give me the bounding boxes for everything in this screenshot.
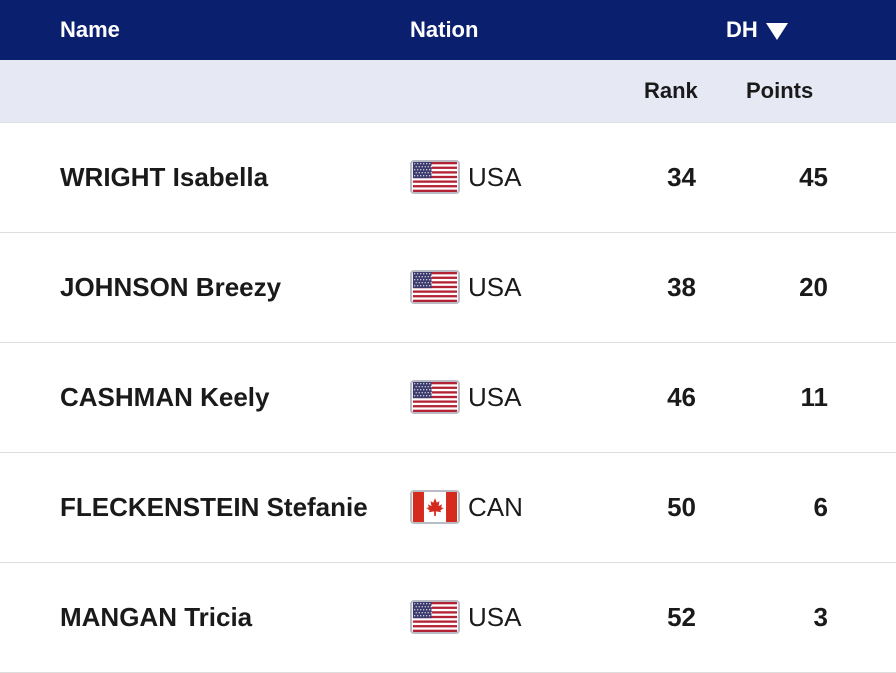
canada-flag-icon — [410, 489, 460, 524]
table-header: Name Nation DH — [0, 0, 896, 60]
rank-value: 50 — [667, 492, 696, 522]
nation-cell: USA — [410, 123, 521, 232]
table-row[interactable]: CASHMAN Keely USA 46 11 — [0, 343, 896, 453]
nation-code: USA — [468, 602, 522, 632]
usa-flag-icon — [410, 379, 460, 414]
rank-value: 46 — [667, 382, 696, 412]
column-header-rank[interactable]: Rank — [644, 78, 698, 103]
points-value: 3 — [813, 602, 828, 632]
table-row[interactable]: MANGAN Tricia USA 52 3 — [0, 563, 896, 673]
discipline-dropdown[interactable]: DH — [726, 0, 788, 60]
rank-value: 52 — [667, 602, 696, 632]
nation-code: USA — [468, 272, 522, 302]
points-value: 45 — [799, 162, 828, 192]
rank-value: 34 — [667, 162, 696, 192]
nation-cell: USA — [410, 343, 521, 452]
points-value: 11 — [800, 382, 829, 412]
table-subheader: Rank Points — [0, 60, 896, 123]
usa-flag-icon — [410, 269, 460, 304]
points-value: 20 — [799, 272, 828, 302]
nation-cell: CAN — [410, 453, 523, 562]
rank-value: 38 — [667, 272, 696, 302]
points-value: 6 — [813, 492, 828, 522]
column-header-name[interactable]: Name — [60, 17, 120, 42]
athlete-name[interactable]: MANGAN Tricia — [60, 602, 253, 632]
nation-cell: USA — [410, 233, 521, 342]
table-row[interactable]: FLECKENSTEIN Stefanie CAN 50 6 — [0, 453, 896, 563]
athlete-name[interactable]: WRIGHT Isabella — [60, 162, 269, 192]
usa-flag-icon — [410, 159, 460, 194]
column-header-nation[interactable]: Nation — [410, 17, 479, 42]
discipline-label: DH — [726, 17, 758, 42]
table-row[interactable]: WRIGHT Isabella USA 34 45 — [0, 123, 896, 233]
column-header-points[interactable]: Points — [746, 78, 814, 103]
nation-code: USA — [468, 162, 522, 192]
triangle-down-icon — [765, 22, 788, 40]
usa-flag-icon — [410, 599, 460, 634]
athlete-name[interactable]: CASHMAN Keely — [60, 382, 270, 412]
nation-code: CAN — [468, 492, 523, 522]
nation-cell: USA — [410, 563, 521, 672]
table-row[interactable]: JOHNSON Breezy USA 38 20 — [0, 233, 896, 343]
table-body: WRIGHT Isabella USA 34 45 JOHNSON Breezy… — [0, 123, 896, 673]
nation-code: USA — [468, 382, 522, 412]
athlete-name[interactable]: JOHNSON Breezy — [60, 272, 282, 302]
athlete-name[interactable]: FLECKENSTEIN Stefanie — [60, 492, 368, 522]
